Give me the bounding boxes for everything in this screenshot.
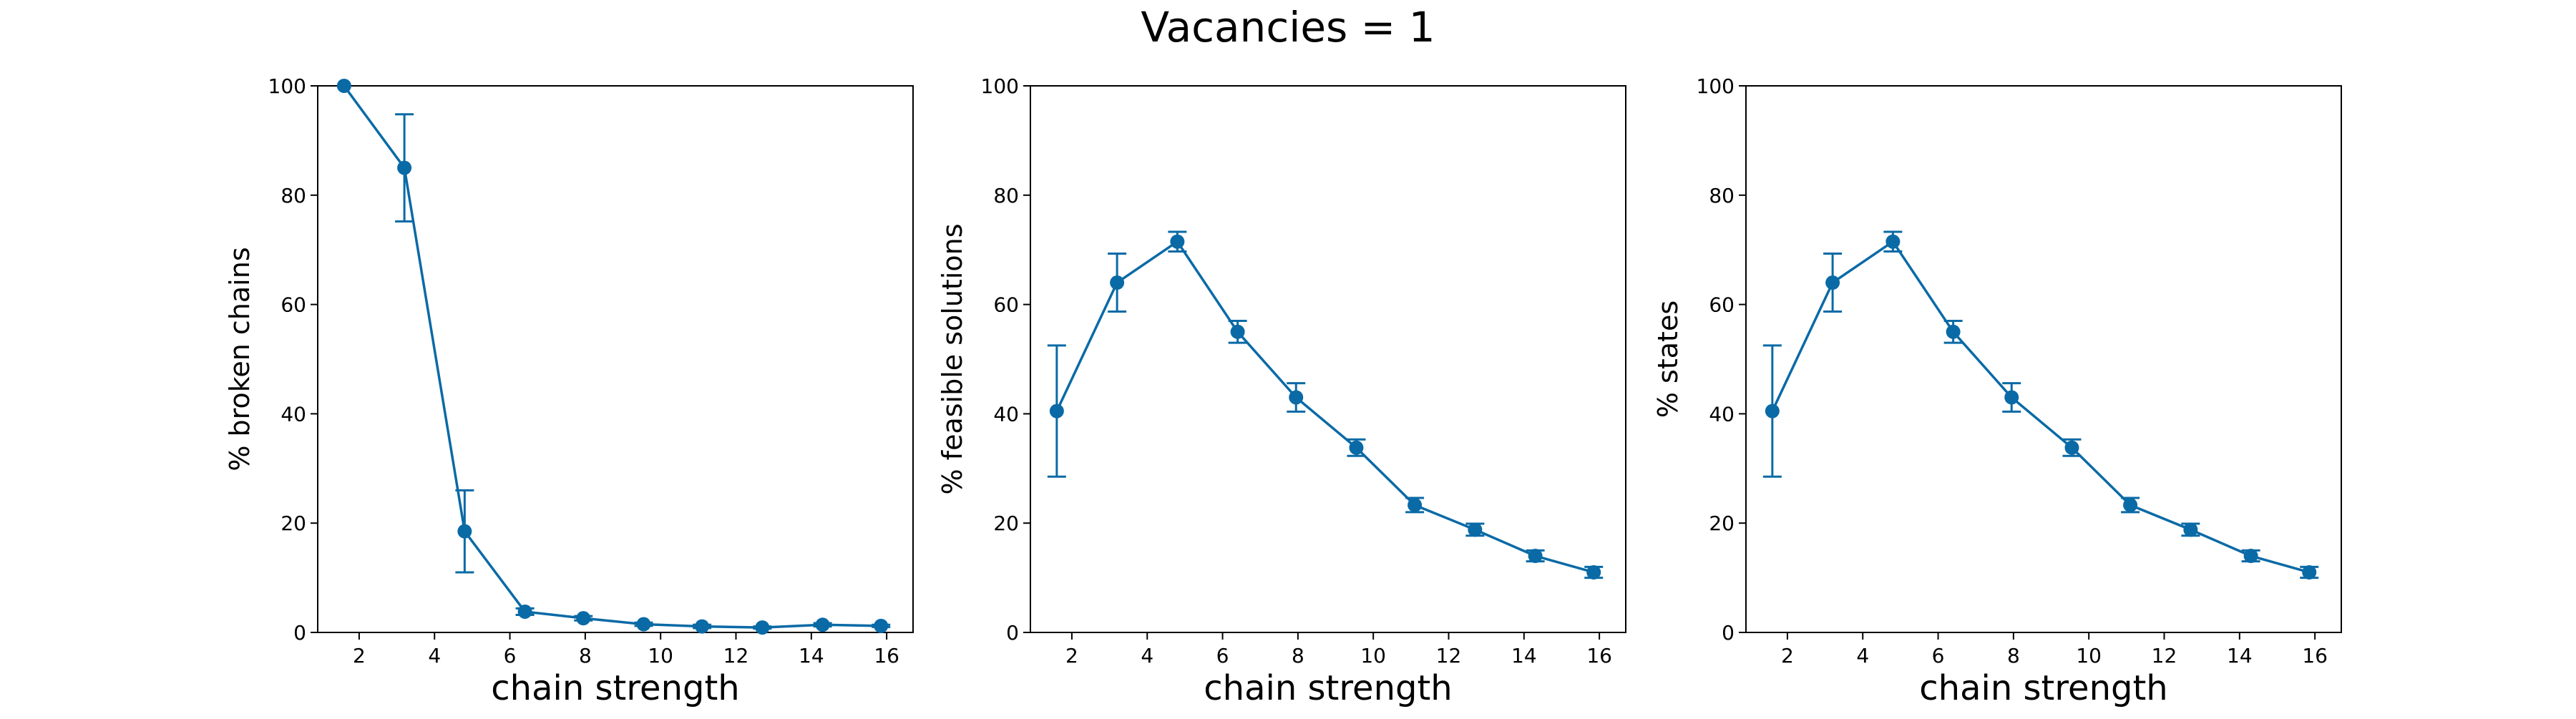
x-tick-label: 6 xyxy=(1932,644,1945,667)
x-tick-label: 2 xyxy=(1781,644,1794,667)
x-tick-label: 4 xyxy=(428,644,441,667)
data-point xyxy=(1110,275,1125,290)
y-tick-label: 80 xyxy=(280,184,306,207)
x-tick-label: 14 xyxy=(1511,644,1537,667)
x-tick-label: 4 xyxy=(1856,644,1869,667)
data-point xyxy=(517,604,532,619)
data-point xyxy=(755,620,770,635)
y-tick-label: 80 xyxy=(1709,184,1735,207)
x-tick-label: 4 xyxy=(1141,644,1153,667)
data-point xyxy=(1528,549,1543,564)
x-tick-label: 10 xyxy=(648,644,673,667)
data-point xyxy=(397,160,412,175)
data-point xyxy=(1349,440,1364,455)
data-point xyxy=(2302,564,2317,579)
series-line xyxy=(1055,240,1594,574)
x-tick-label: 14 xyxy=(799,644,824,667)
axes-frame xyxy=(317,85,914,633)
data-point xyxy=(874,618,889,633)
x-tick-label: 6 xyxy=(504,644,517,667)
x-axis-label: chain strength xyxy=(1919,668,2167,708)
y-tick-label: 20 xyxy=(1709,512,1735,535)
data-point xyxy=(1885,234,1901,249)
x-tick-label: 6 xyxy=(1216,644,1229,667)
y-tick-label: 40 xyxy=(1709,402,1735,426)
data-point xyxy=(2123,497,2138,512)
x-tick-label: 8 xyxy=(579,644,592,667)
data-point xyxy=(1586,564,1601,579)
data-point xyxy=(1765,403,1780,419)
data-point xyxy=(695,619,710,634)
y-tick-label: 40 xyxy=(280,402,306,426)
chart-panel-1: 2 4 6 8 10 12 14 16 0 20 40 60 80 100 chain strength % … xyxy=(224,74,914,708)
y-tick-label: 20 xyxy=(993,512,1019,535)
data-point xyxy=(1825,275,1840,290)
data-point xyxy=(1289,390,1304,405)
axes-frame xyxy=(1745,85,2342,633)
y-tick-label: 40 xyxy=(993,402,1019,426)
y-tick-label: 20 xyxy=(280,512,306,535)
data-point xyxy=(1407,497,1423,512)
y-axis-label: % states xyxy=(1652,300,1684,418)
x-tick-label: 12 xyxy=(1436,644,1462,667)
y-tick-label: 100 xyxy=(268,74,306,98)
y-axis-label: % feasible solutions xyxy=(937,224,968,495)
data-point xyxy=(576,611,591,626)
x-tick-label: 16 xyxy=(2302,644,2328,667)
chart-panel-3: 2 4 6 8 10 12 14 16 0 20 40 60 80 100 chain strength % … xyxy=(1652,74,2342,708)
x-tick-label: 14 xyxy=(2227,644,2253,667)
y-tick-label: 80 xyxy=(993,184,1019,207)
data-point xyxy=(457,524,472,539)
data-point xyxy=(1946,324,1961,339)
data-point xyxy=(1170,234,1185,249)
data-point xyxy=(2243,549,2258,564)
x-axis-label: chain strength xyxy=(491,668,739,708)
x-tick-label: 10 xyxy=(1360,644,1386,667)
x-tick-label: 10 xyxy=(2076,644,2102,667)
x-tick-label: 16 xyxy=(1586,644,1612,667)
data-point xyxy=(815,617,830,632)
y-tick-label: 0 xyxy=(1006,621,1019,645)
x-tick-label: 12 xyxy=(2152,644,2177,667)
y-tick-label: 60 xyxy=(993,293,1019,317)
x-tick-label: 2 xyxy=(1065,644,1078,667)
y-tick-label: 60 xyxy=(280,293,306,317)
data-point xyxy=(2064,440,2079,455)
x-tick-label: 8 xyxy=(2007,644,2020,667)
data-point xyxy=(636,617,651,632)
y-tick-label: 0 xyxy=(1722,621,1735,645)
series-line xyxy=(343,84,882,629)
x-tick-label: 2 xyxy=(353,644,366,667)
data-point xyxy=(2004,390,2019,405)
x-axis-label: chain strength xyxy=(1204,668,1452,708)
data-point xyxy=(1230,324,1245,339)
x-tick-label: 16 xyxy=(874,644,899,667)
figure-title: Vacancies = 1 xyxy=(1141,3,1435,52)
y-tick-label: 0 xyxy=(293,621,306,645)
y-axis-label: % broken chains xyxy=(224,247,255,471)
x-tick-label: 12 xyxy=(723,644,749,667)
chart-panel-2: 2 4 6 8 10 12 14 16 0 20 40 60 80 100 chain strength % … xyxy=(937,74,1626,708)
series-line xyxy=(1771,240,2310,574)
y-tick-label: 100 xyxy=(1697,74,1735,98)
axes-frame xyxy=(1030,85,1626,633)
data-point xyxy=(1468,522,1483,537)
data-point xyxy=(336,79,351,93)
data-point xyxy=(2183,522,2198,537)
x-tick-label: 8 xyxy=(1292,644,1304,667)
y-tick-label: 60 xyxy=(1709,293,1735,317)
y-tick-label: 100 xyxy=(981,74,1019,98)
data-point xyxy=(1049,403,1064,419)
